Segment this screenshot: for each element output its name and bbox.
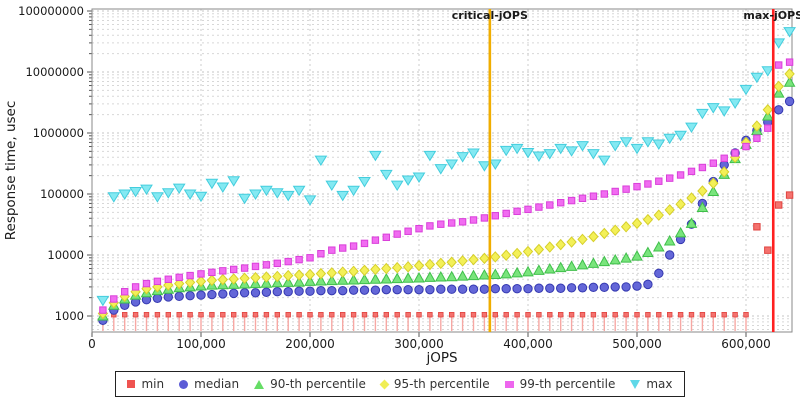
legend-marker-icon <box>127 380 136 388</box>
svg-text:100000: 100000 <box>40 187 84 201</box>
legend-marker-icon <box>504 380 514 388</box>
legend-item: 99-th percentile <box>504 377 616 391</box>
legend-item: min <box>127 377 164 391</box>
svg-text:0: 0 <box>88 337 96 351</box>
svg-text:200,000: 200,000 <box>285 337 335 351</box>
plot-area: 1000 10000 100000 1000000 10000000 100000000 0… <box>3 4 800 366</box>
svg-text:critical-jOPS: critical-jOPS <box>452 9 528 22</box>
legend-item: 95-th percentile <box>379 377 490 391</box>
svg-text:jOPS: jOPS <box>425 350 457 366</box>
svg-text:Response time, usec: Response time, usec <box>3 101 19 241</box>
svg-text:400,000: 400,000 <box>503 337 553 351</box>
legend-item: max <box>630 377 673 391</box>
svg-text:max-jOPS: max-jOPS <box>743 9 800 22</box>
legend-item-label: 99-th percentile <box>519 377 616 391</box>
svg-text:10000000: 10000000 <box>25 65 84 79</box>
svg-text:600,000: 600,000 <box>721 337 771 351</box>
legend-item-label: 95-th percentile <box>393 377 490 391</box>
legend: min median 90-th percentile 95-th percen… <box>0 371 800 397</box>
legend-item: 90-th percentile <box>254 377 366 391</box>
svg-text:10000: 10000 <box>47 248 84 262</box>
legend-marker-icon <box>630 379 641 389</box>
legend-marker-icon <box>254 379 265 389</box>
legend-box: min median 90-th percentile 95-th percen… <box>115 371 685 397</box>
svg-text:100,000: 100,000 <box>176 337 226 351</box>
svg-text:500,000: 500,000 <box>612 337 662 351</box>
legend-marker-icon <box>179 379 189 389</box>
svg-text:300,000: 300,000 <box>394 337 444 351</box>
svg-text:1000000: 1000000 <box>33 126 84 140</box>
legend-marker-icon <box>379 379 390 389</box>
legend-item-label: median <box>194 377 240 391</box>
svg-text:1000: 1000 <box>55 309 84 323</box>
legend-item-label: 90-th percentile <box>270 377 366 391</box>
legend-item-label: max <box>646 377 673 391</box>
legend-item: median <box>179 377 239 391</box>
svg-text:100000000: 100000000 <box>18 4 84 18</box>
legend-item-label: min <box>141 377 165 391</box>
